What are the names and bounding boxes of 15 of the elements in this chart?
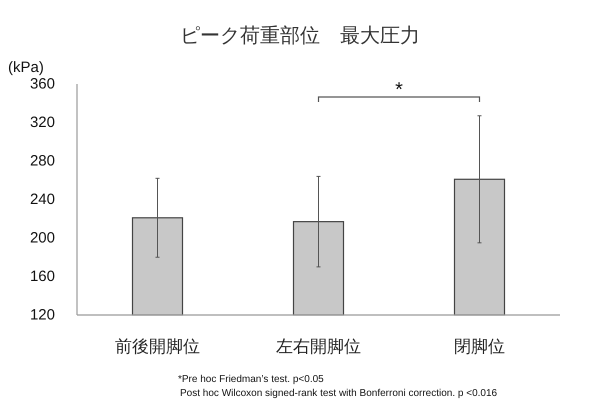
y-tick-label: 160 [30,268,55,285]
x-tick-label: 左右開脚位 [276,337,361,357]
annotation: * [395,79,404,101]
x-tick-label: 前後開脚位 [115,337,200,357]
y-tick-label: 120 [30,306,55,324]
text: *Pre hoc Friedman’s test. p<0.05 [178,374,324,385]
y-tick-label: 200 [30,230,55,246]
y-tick-label: 320 [30,114,55,131]
x-tick-label: 閉脚位 [454,337,505,357]
text: Post hoc Wilcoxon signed-rank test with Bonferroni correction. p <0.016 [180,388,498,399]
y-tick-label: 240 [30,191,55,208]
chart-title: ピーク荷重部位 最大圧力 [180,23,420,47]
y-tick-label: 360 [30,76,55,92]
y-axis-title: (kPa) [8,59,44,76]
y-tick-label: 280 [30,152,55,170]
